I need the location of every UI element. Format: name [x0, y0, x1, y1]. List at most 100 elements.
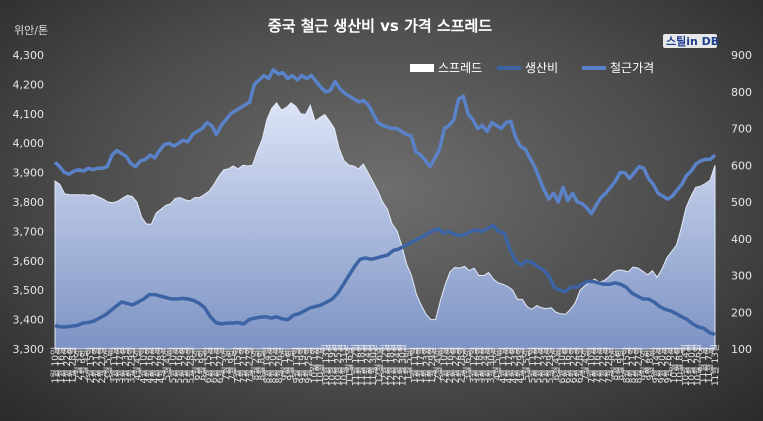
x-tick-label: 8월 2일 [249, 350, 261, 381]
x-tick-label: 9월 19일 [297, 347, 309, 384]
x-tick-label: 2월 16일 [444, 347, 456, 384]
x-tick-label: 1월 11일 [408, 347, 420, 384]
x-tick-label: 2월 22일 [450, 347, 462, 384]
x-tick-label: 3월 17일 [114, 347, 126, 384]
x-tick-label: 9월 25일 [302, 347, 314, 384]
x-tick-label: 3월 23일 [120, 347, 132, 384]
x-tick-label: 4월 4일 [132, 350, 144, 381]
x-tick-label: 7월 27일 [243, 347, 255, 384]
x-tick-label: 3월 18일 [473, 347, 485, 384]
x-tick-label: 5월 17일 [532, 347, 544, 384]
x-tick-label: 8월 8일 [255, 350, 267, 381]
x-tick-label: 6월 4일 [550, 350, 562, 381]
x-tick-label: 5월 23일 [538, 347, 550, 384]
x-tick-label: 1월 10일 [49, 347, 61, 384]
x-tick-label: 11월 6일 [344, 347, 356, 384]
spread-area [54, 101, 716, 350]
x-tick-label: 4월 23일 [509, 347, 521, 384]
x-tick-label: 6월 16일 [562, 347, 574, 384]
x-tick-label: 7월 28일 [603, 347, 615, 384]
x-tick-label: 5월 4일 [161, 350, 173, 381]
x-tick-label: 9월 20일 [656, 347, 668, 384]
x-tick-label: 2월 9일 [78, 350, 90, 381]
y-left-tick-label: 3,800 [13, 196, 45, 209]
x-tick-label: 9월 26일 [662, 347, 674, 384]
x-tick-label: 2월 21일 [90, 347, 102, 384]
x-tick-label: 11월 30일 [367, 344, 379, 386]
y-left-axis-label: 위안/톤 [14, 24, 48, 37]
logo-text: 스틸in DB [666, 35, 719, 48]
chart-title: 중국 철근 생산비 vs 가격 스프레드 [268, 17, 492, 35]
x-tick-label: 12월 30일 [397, 344, 409, 386]
x-tick-label: 7월 9일 [226, 350, 238, 381]
x-tick-label: 10월 19일 [326, 344, 338, 386]
x-tick-label: 10월 13일 [320, 344, 332, 386]
x-tick-label: 10월 20일 [685, 344, 697, 386]
x-tick-label: 2월 28일 [456, 347, 468, 384]
x-tick-label: 10월 8일 [674, 347, 686, 384]
y-right-tick-label: 200 [731, 306, 752, 319]
y-right-tick-label: 900 [731, 49, 752, 62]
x-tick-label: 2월 15일 [84, 347, 96, 384]
x-tick-label: 5월 16일 [173, 347, 185, 384]
rebar-price-line [53, 67, 717, 216]
x-tick-label: 4월 5일 [491, 350, 503, 381]
x-tick-label: 5월 5일 [520, 350, 532, 381]
y-left-tick-label: 3,700 [13, 225, 45, 238]
y-right-tick-label: 800 [731, 86, 752, 99]
legend-swatch [410, 64, 434, 72]
x-tick-label: 3월 6일 [462, 350, 474, 381]
x-tick-label: 8월 15일 [621, 347, 633, 384]
x-tick-label: 10월 1일 [308, 347, 320, 384]
y-right-ticks: 100 200 300 400 500 600 700 800 900 [731, 49, 752, 356]
y-right-tick-label: 600 [731, 159, 752, 172]
y-left-tick-label: 3,600 [13, 255, 45, 268]
x-tick-label: 1월 29일 [426, 347, 438, 384]
x-tick-label: 8월 26일 [273, 347, 285, 384]
y-right-tick-label: 300 [731, 270, 752, 283]
y-left-ticks: 3,300 3,400 3,500 3,600 3,700 3,800 3,900 4,000… [13, 49, 45, 356]
x-tick-label: 1월 5일 [403, 350, 415, 381]
x-tick-label: 11월 18일 [355, 344, 367, 386]
x-tick-label: 6월 21일 [208, 347, 220, 384]
x-tick-label: 5월 28일 [185, 347, 197, 384]
x-tick-label: 10월 2일 [668, 347, 680, 384]
steelindb-logo: 스틸in DB [663, 34, 719, 48]
x-tick-label: 5월 29일 [544, 347, 556, 384]
x-tick-label: 3월 12일 [467, 347, 479, 384]
x-tick-label: 12월 24일 [391, 344, 403, 386]
x-tick-label: 8월 21일 [627, 347, 639, 384]
x-tick-label: 12월 6일 [373, 347, 385, 384]
x-tick-label: 5월 22일 [179, 347, 191, 384]
x-tick-label: 8월 3일 [609, 350, 621, 381]
x-tick-label: 7월 21일 [238, 347, 250, 384]
x-tick-label: 11월 24일 [361, 344, 373, 386]
x-tick-label: 10월 14일 [680, 344, 692, 386]
x-tick-label: 3월 5일 [102, 350, 114, 381]
x-tick-label: 4월 29일 [515, 347, 527, 384]
x-tick-label: 7월 22일 [597, 347, 609, 384]
x-tick-label: 4월 17일 [503, 347, 515, 384]
x-tick-label: 6월 3일 [190, 350, 202, 381]
x-tick-label: 1월 22일 [61, 347, 73, 384]
x-tick-label: 4월 10일 [137, 347, 149, 384]
x-tick-label: 1월 17일 [414, 347, 426, 384]
x-tick-label: 7월 4일 [579, 350, 591, 381]
x-tick-label: 5월 10일 [167, 347, 179, 384]
x-tick-label: 10월 25일 [332, 344, 344, 386]
lines-layer [53, 67, 717, 336]
legend-label: 스프레드 [438, 61, 482, 75]
y-left-tick-label: 4,200 [13, 78, 45, 91]
x-tick-label: 3월 11일 [108, 347, 120, 384]
x-tick-label: 6월 9일 [196, 350, 208, 381]
x-tick-label: 7월 3일 [220, 350, 232, 381]
x-tick-label: 7월 10일 [585, 347, 597, 384]
x-tick-label: 9월 13일 [291, 347, 303, 384]
y-right-tick-label: 100 [731, 343, 752, 356]
x-tick-label: 11월 1일 [697, 347, 709, 384]
x-tick-label: 4월 22일 [149, 347, 161, 384]
spread-area-layer [54, 101, 716, 350]
x-tick-label: 6월 15일 [202, 347, 214, 384]
x-tick-label: 10월 31일 [338, 344, 350, 386]
x-tick-label: 7월 16일 [591, 347, 603, 384]
